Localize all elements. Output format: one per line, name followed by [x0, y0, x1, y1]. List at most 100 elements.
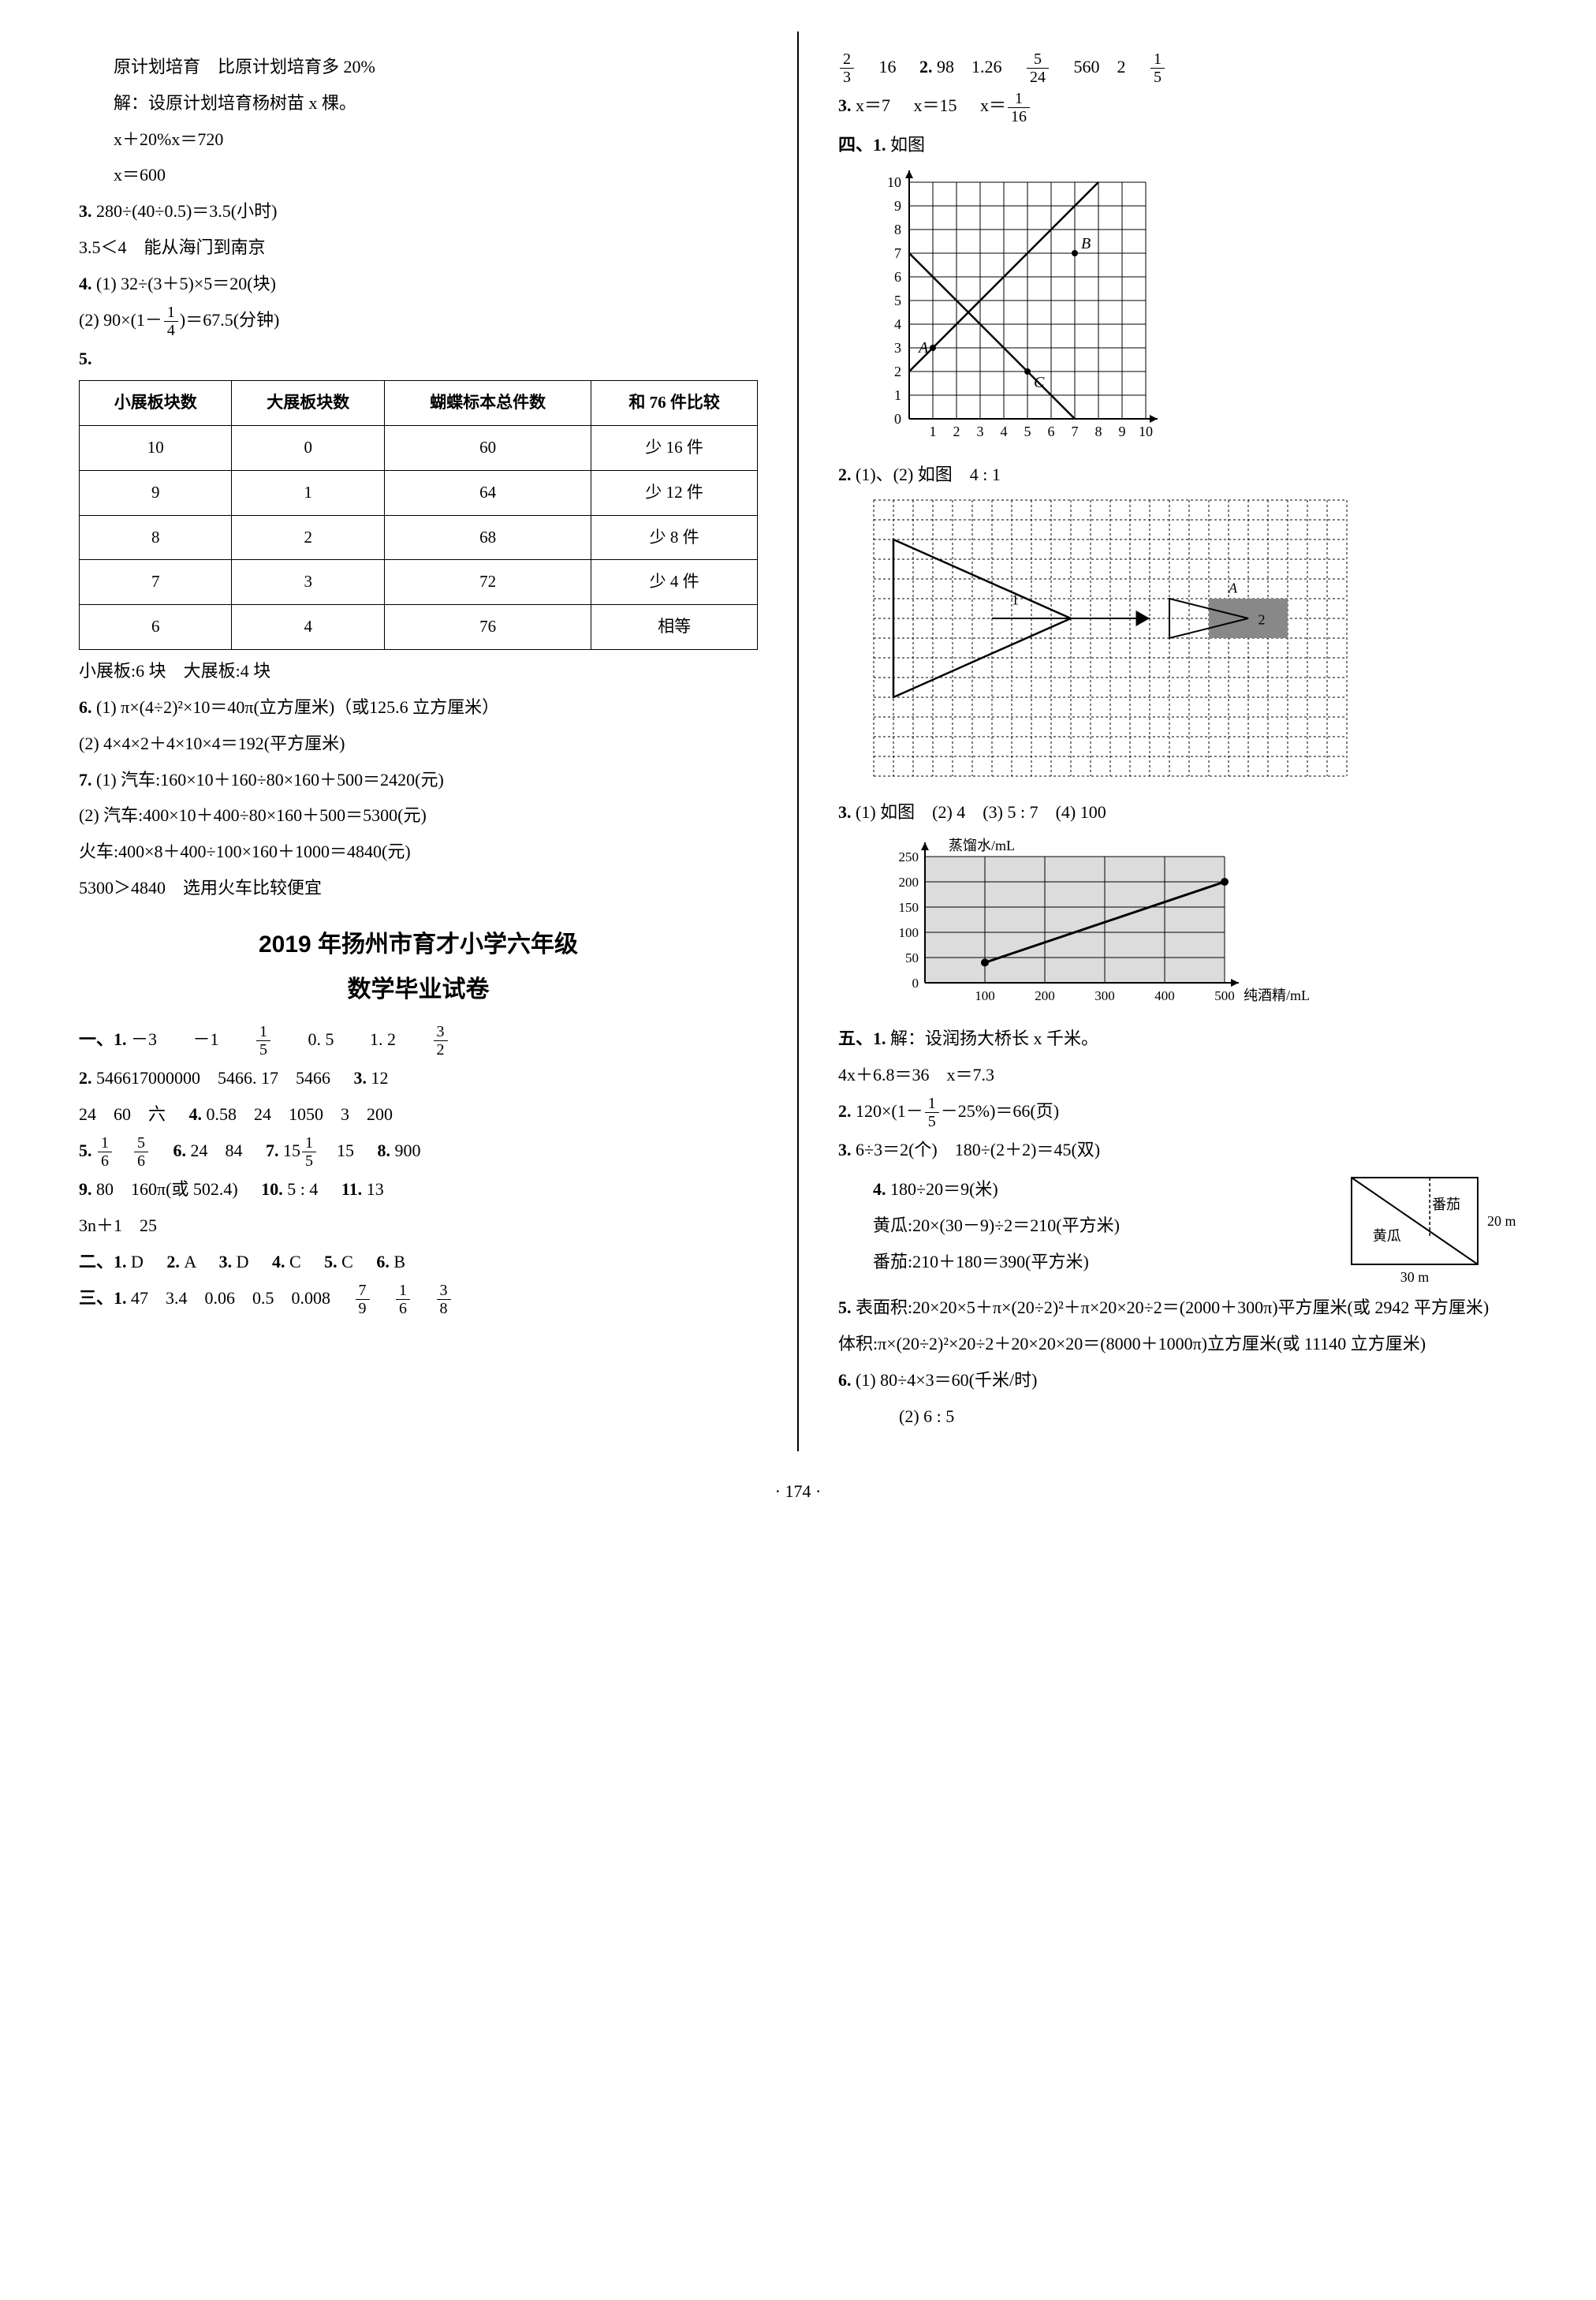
equation: 黄瓜:20×(30－9)÷2＝210(平方米) [873, 1209, 1336, 1242]
answer-line: 5. 1656 6. 24 84 7. 151515 8. 900 [79, 1134, 758, 1170]
table-header: 大展板块数 [232, 380, 384, 425]
answer-line: 9. 80 160π(或 502.4) 10. 5 : 4 11. 13 [79, 1173, 758, 1206]
equation: 体积:π×(20÷2)²×20÷2＋20×20×20＝(8000＋1000π)立… [838, 1327, 1517, 1361]
svg-text:1: 1 [894, 387, 901, 403]
table-row: 6476相等 [80, 605, 758, 650]
svg-text:0: 0 [894, 411, 901, 427]
svg-text:8: 8 [894, 222, 901, 237]
svg-text:2: 2 [953, 424, 960, 439]
answer: 3n＋1 25 [79, 1209, 758, 1242]
svg-text:B: B [1081, 235, 1091, 252]
table-cell: 少 4 件 [591, 560, 758, 605]
rectangle-diagram: 番茄黄瓜30 m20 m [1344, 1170, 1517, 1288]
answer: －3 [131, 1029, 157, 1049]
page-number: · 174 · [47, 1475, 1549, 1508]
equation: (1) 80÷4×3＝60(千米/时) [856, 1370, 1037, 1390]
svg-text:6: 6 [894, 269, 901, 285]
svg-text:2: 2 [894, 364, 901, 379]
answer: －1 [193, 1029, 219, 1049]
answer-line: 23 16 2. 98 1.26 524 560 2 15 [838, 50, 1517, 86]
equation: 6÷3＝2(个) 180÷(2＋2)＝45(双) [856, 1140, 1100, 1159]
svg-text:A: A [1228, 580, 1238, 596]
line-chart-shaded: 050100150200250100200300400500蒸馏水/mL纯酒精/… [870, 833, 1311, 1014]
item-num: 6. [79, 697, 96, 717]
svg-text:100: 100 [899, 925, 919, 940]
text: (2) 90× [79, 310, 131, 330]
paren: ( [131, 310, 136, 330]
table-header: 和 76 件比较 [591, 380, 758, 425]
text: (1)、(2) 如图 4 : 1 [856, 465, 1001, 484]
answer: 0. 5 [308, 1029, 334, 1049]
line-chart: 12345678910012345678910ABC [870, 166, 1201, 450]
svg-text:1: 1 [1012, 592, 1019, 607]
equation: (1) π×(4÷2)²×10＝40π(立方厘米)（或125.6 立方厘米） [96, 697, 499, 717]
table-cell: 4 [232, 605, 384, 650]
table-cell: 1 [232, 470, 384, 515]
table-cell: 2 [232, 515, 384, 560]
table-row: 8268少 8 件 [80, 515, 758, 560]
equation: 280÷(40÷0.5)＝3.5(小时) [96, 201, 277, 221]
section-label: 一、1. [79, 1029, 131, 1049]
svg-text:蒸馏水/mL: 蒸馏水/mL [949, 838, 1015, 853]
answer: x＝7 [856, 95, 890, 115]
table-cell: 64 [384, 470, 591, 515]
answer: 80 160π(或 502.4) [96, 1179, 238, 1199]
table-cell: 68 [384, 515, 591, 560]
svg-text:8: 8 [1095, 424, 1102, 439]
text: 解：设原计划培育杨树苗 x 棵。 [114, 87, 758, 120]
answer: 560 2 [1074, 57, 1126, 77]
section-five: 五、1. 解：设润扬大桥长 x 千米。 [838, 1022, 1517, 1055]
equation: x＝600 [114, 159, 758, 192]
answer: 98 1.26 [937, 57, 1002, 77]
svg-text:9: 9 [894, 198, 901, 214]
svg-text:200: 200 [899, 875, 919, 890]
svg-text:3: 3 [977, 424, 984, 439]
svg-text:20 m: 20 m [1487, 1213, 1516, 1229]
table-cell: 少 16 件 [591, 425, 758, 470]
chart-2: 1 2 A [838, 496, 1517, 788]
equation: 4x＋6.8＝36 x＝7.3 [838, 1059, 1517, 1092]
table-row: 9164少 12 件 [80, 470, 758, 515]
answer: x＝15 [914, 95, 957, 115]
text: 解：设润扬大桥长 x 千米。 [890, 1029, 1098, 1048]
equation: 表面积:20×20×5＋π×(20÷2)²＋π×20×20÷2＝(2000＋30… [856, 1297, 1489, 1317]
answer: 12 [371, 1068, 389, 1088]
diagram-box: 番茄黄瓜30 m20 m [1344, 1170, 1517, 1288]
answer: D [237, 1252, 249, 1271]
svg-text:250: 250 [899, 849, 919, 864]
svg-text:200: 200 [1035, 988, 1055, 1003]
chart-3: 050100150200250100200300400500蒸馏水/mL纯酒精/… [838, 833, 1517, 1014]
svg-text:1: 1 [930, 424, 937, 439]
text: 如图 [890, 135, 925, 155]
answer-table: 小展板块数 大展板块数 蝴蝶标本总件数 和 76 件比较 10060少 16 件… [79, 380, 758, 650]
answer-line: 2. 546617000000 5466. 17 5466 3. 12 [79, 1062, 758, 1095]
answer-line: 3. x＝7 x＝15 x＝116 [838, 89, 1517, 125]
title-line: 2019 年扬州市育才小学六年级 [79, 922, 758, 967]
equation: (2) 90×(1－14)＝67.5(分钟) [79, 304, 758, 339]
table-cell: 少 8 件 [591, 515, 758, 560]
fraction: 32 [434, 1023, 448, 1059]
exam-title: 2019 年扬州市育才小学六年级 数学毕业试卷 [79, 922, 758, 1012]
equation: 番茄:210＋180＝390(平方米) [873, 1245, 1336, 1279]
text: 原计划培育 比原计划培育多 20% [114, 50, 758, 84]
answer: B [393, 1252, 405, 1271]
svg-text:100: 100 [975, 988, 995, 1003]
svg-text:30 m: 30 m [1400, 1269, 1430, 1285]
answer: D [131, 1252, 144, 1271]
text: 5300＞4840 选用火车比较便宜 [79, 872, 758, 905]
answer: 546617000000 5466. 17 5466 [96, 1068, 330, 1088]
svg-text:2: 2 [1259, 611, 1266, 627]
answer: 24 60 六 [79, 1104, 166, 1124]
table-row: 10060少 16 件 [80, 425, 758, 470]
table-cell: 9 [80, 470, 232, 515]
answer: 900 [395, 1141, 421, 1160]
svg-text:5: 5 [894, 293, 901, 308]
text: 小展板:6 块 大展板:4 块 [79, 655, 758, 688]
item-num: 7. [79, 770, 96, 790]
grid-dashed: 1 2 A [870, 496, 1359, 788]
table-row: 7372少 4 件 [80, 560, 758, 605]
text: 120× [856, 1101, 891, 1121]
answer: 0.58 24 1050 3 200 [207, 1104, 393, 1124]
answer: x＝ [980, 95, 1006, 115]
svg-text:7: 7 [894, 245, 901, 261]
